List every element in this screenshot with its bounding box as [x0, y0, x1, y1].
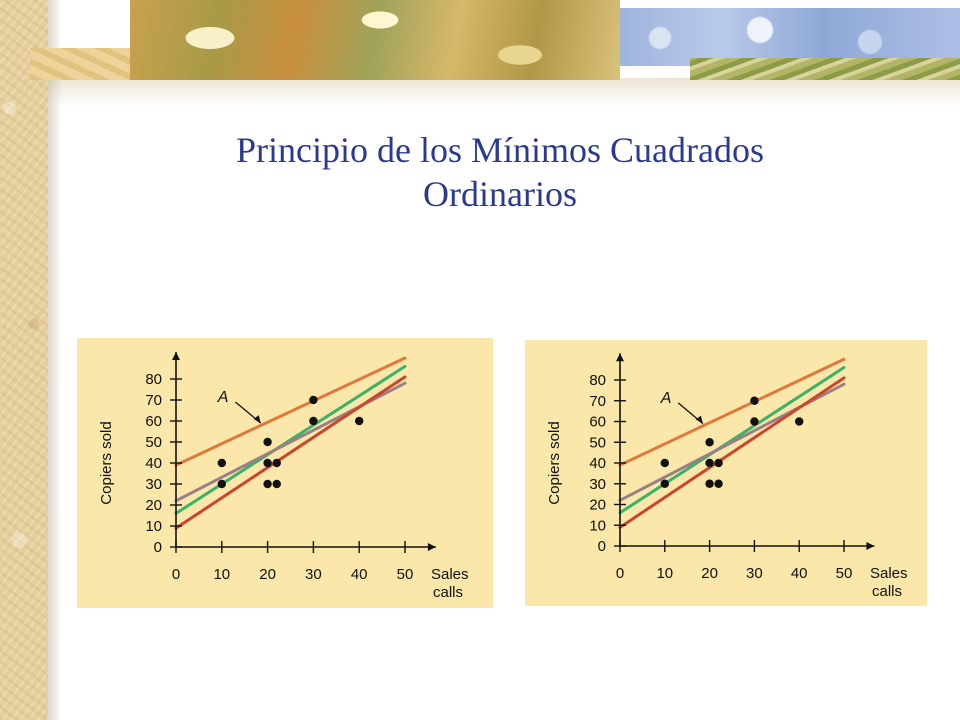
data-point — [309, 395, 318, 405]
data-point — [660, 479, 669, 488]
line-lower — [618, 376, 846, 529]
x-tick-label: 10 — [213, 566, 230, 583]
data-point — [660, 458, 669, 468]
data-point — [217, 458, 226, 468]
y-tick-label: 30 — [589, 476, 606, 493]
x-tick-label: 20 — [259, 566, 276, 583]
y-tick-label: 50 — [589, 434, 606, 451]
data-point — [750, 417, 759, 426]
y-tick-label: 80 — [145, 371, 162, 388]
y-tick-label: 70 — [145, 392, 162, 409]
y-tick-label: 0 — [598, 538, 606, 555]
annotation-label: A — [217, 389, 229, 406]
y-tick-label: 0 — [154, 539, 162, 556]
x-axis-label-line2: calls — [433, 584, 463, 601]
data-point — [705, 458, 714, 468]
line-upper — [174, 356, 407, 467]
x-tick-label: 50 — [397, 566, 414, 583]
y-tick-label: 50 — [145, 434, 162, 451]
chart-background — [77, 338, 493, 608]
data-point — [714, 458, 723, 468]
y-tick-label: 10 — [589, 517, 606, 534]
y-axis-arrow — [172, 352, 180, 360]
banner-leaves-image — [130, 0, 620, 80]
data-point — [355, 416, 364, 426]
x-axis-label-line2: calls — [872, 583, 902, 600]
y-tick-label: 60 — [589, 414, 606, 431]
banner-flowers-image — [620, 8, 960, 66]
data-point — [263, 437, 272, 447]
banner-grass-image — [690, 58, 960, 80]
y-tick-label: 20 — [145, 497, 162, 514]
x-tick-label: 40 — [351, 566, 368, 583]
title-line-2: Ordinarios — [423, 174, 577, 214]
y-tick-label: 80 — [589, 372, 606, 389]
x-axis-arrow — [866, 542, 875, 550]
data-point — [795, 417, 804, 426]
x-axis-label: Sales — [870, 565, 908, 582]
chart-background — [525, 340, 927, 606]
annotation-label: A — [660, 390, 672, 407]
parchment-strip — [0, 0, 48, 720]
data-point — [705, 479, 714, 488]
annotation-arrowhead — [695, 415, 703, 424]
line-lower — [174, 375, 407, 530]
y-tick-label: 40 — [589, 455, 606, 472]
y-tick-label: 60 — [145, 413, 162, 430]
x-axis-arrow — [427, 543, 436, 551]
line-fit — [174, 364, 407, 515]
slide-title: Principio de los Mínimos Cuadrados Ordin… — [100, 128, 900, 216]
x-tick-label: 0 — [172, 566, 180, 583]
x-tick-label: 50 — [836, 565, 853, 582]
y-axis-label: Copiers sold — [98, 421, 115, 504]
x-axis-label: Sales — [431, 566, 469, 583]
data-point — [272, 479, 281, 489]
y-tick-label: 20 — [589, 497, 606, 514]
data-point — [272, 458, 281, 468]
data-point — [263, 479, 272, 489]
y-tick-label: 10 — [145, 518, 162, 535]
title-line-1: Principio de los Mínimos Cuadrados — [236, 130, 764, 170]
x-tick-label: 0 — [616, 565, 624, 582]
data-point — [263, 458, 272, 468]
x-tick-label: 10 — [656, 565, 673, 582]
x-tick-label: 30 — [305, 566, 322, 583]
strip-shadow — [48, 0, 62, 720]
y-axis-arrow — [616, 353, 624, 362]
x-tick-label: 40 — [791, 565, 808, 582]
header-shadow — [48, 78, 960, 106]
x-tick-label: 20 — [701, 565, 718, 582]
data-point — [217, 479, 226, 489]
y-axis-label: Copiers sold — [546, 421, 563, 504]
data-point — [714, 479, 723, 488]
x-tick-label: 30 — [746, 565, 763, 582]
line-fit — [618, 366, 846, 515]
annotation-arrowhead — [253, 415, 261, 424]
data-point — [705, 438, 714, 447]
y-tick-label: 30 — [145, 476, 162, 493]
data-point — [750, 396, 759, 405]
y-tick-label: 40 — [145, 455, 162, 472]
y-tick-label: 70 — [589, 393, 606, 410]
line-upper — [618, 357, 846, 467]
data-point — [309, 416, 318, 426]
